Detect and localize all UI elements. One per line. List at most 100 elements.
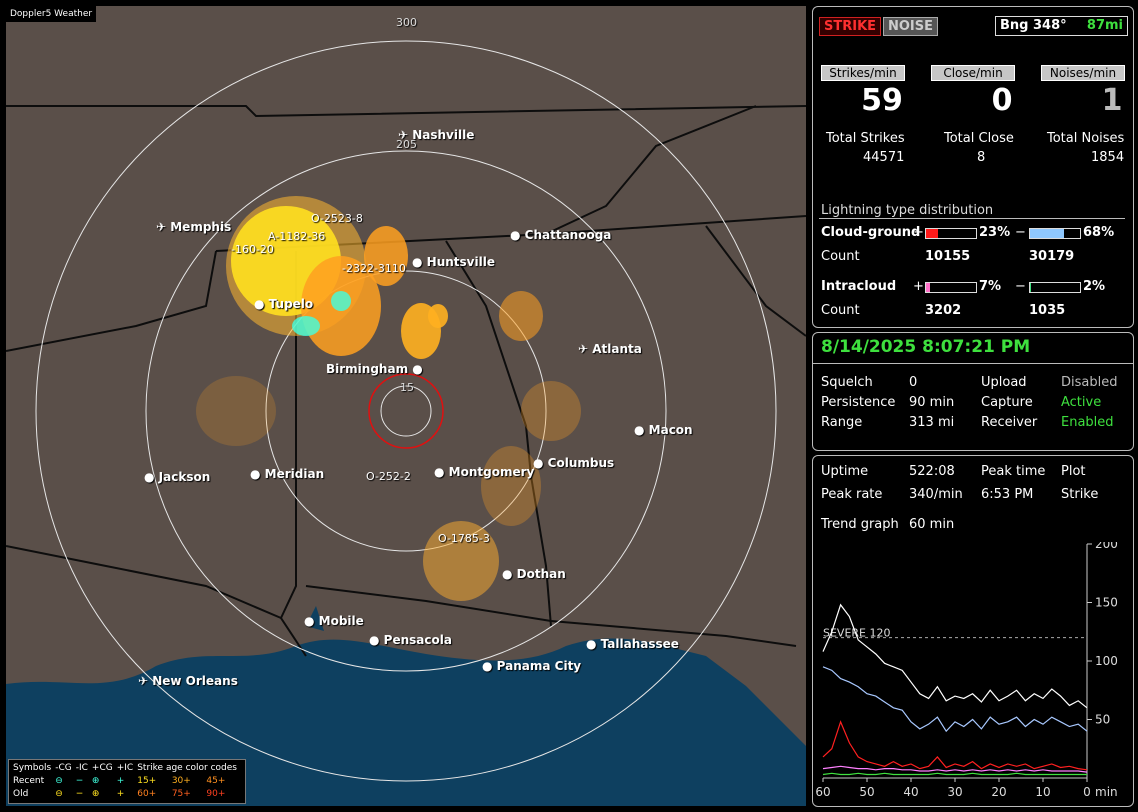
cg-pos-count: 10155	[925, 249, 971, 264]
settings-cell: Upload	[981, 375, 1027, 390]
trend-series-line	[822, 720, 1088, 771]
noises-per-min-button[interactable]: Noises/min	[1041, 65, 1125, 81]
trend-panel: Uptime 522:08 Peak time Plot Peak rate 3…	[812, 455, 1134, 807]
distance-value: 87mi	[1086, 18, 1123, 33]
age-75: 75+	[171, 789, 191, 799]
cluster-label: O-2523-8	[311, 212, 363, 225]
y-tick-label: 100	[1095, 654, 1118, 668]
dot-icon: ●	[634, 423, 649, 437]
y-tick-label: 200	[1095, 542, 1118, 551]
pos-cg-recent-icon: ⊕	[91, 776, 100, 786]
city-macon: ● Macon	[634, 423, 693, 437]
close-per-min-button[interactable]: Close/min	[931, 65, 1015, 81]
dot-icon: ●	[502, 567, 517, 581]
y-tick-label: 150	[1095, 596, 1118, 610]
cg-pos-bar-fill	[926, 229, 938, 238]
legend-recent-label: Recent	[13, 776, 45, 786]
age-45: 45+	[206, 776, 226, 786]
total-strikes-value: 44571	[863, 150, 905, 165]
bearing-readout: Bng 348° 87mi	[995, 16, 1128, 36]
x-tick-label: 10	[1035, 785, 1050, 799]
strike-clusters	[196, 196, 581, 601]
cluster-label: -2322-3110	[342, 262, 406, 275]
map-canvas	[6, 40, 806, 806]
ic-pos-count: 3202	[925, 303, 962, 318]
x-tick-label: 30	[947, 785, 962, 799]
dot-icon: ●	[533, 456, 548, 470]
noise-button[interactable]: NOISE	[883, 17, 939, 36]
plot-value[interactable]: Strike	[1061, 487, 1099, 502]
plot-label: Plot	[1061, 464, 1086, 479]
cluster-label: O-252-2	[366, 470, 411, 483]
settings-panel: 8/14/2025 8:07:21 PM Squelch 0 Upload Disab…	[812, 332, 1134, 451]
trend-series-line	[822, 772, 1087, 776]
legend-header-pos-ic: +IC	[116, 763, 134, 773]
trend-window-value: 60 min	[909, 517, 955, 532]
ic-neg-percent: 2%	[1083, 279, 1106, 294]
x-tick-label: 60	[815, 785, 830, 799]
cg-pos-percent: 23%	[979, 225, 1011, 240]
strikes-per-min-button[interactable]: Strikes/min	[821, 65, 905, 81]
city-huntsville: ● Huntsville	[412, 255, 495, 269]
neg-cg-recent-icon: ⊖	[55, 776, 63, 786]
ic-neg-count: 1035	[1029, 303, 1066, 318]
trend-series-line	[822, 765, 1088, 773]
legend-header-neg-cg: -CG	[55, 763, 72, 773]
ic-pos-bar	[925, 282, 977, 293]
city-meridian: ● Meridian	[250, 467, 325, 481]
app-brand: Doppler5 Weather	[6, 6, 97, 22]
symbol-legend: Symbols -CG -IC +CG +IC Strike age color…	[8, 759, 246, 804]
settings-cell: Active	[1061, 395, 1102, 410]
ic-neg-bar-fill	[1030, 283, 1031, 292]
noises-per-min-value: 1	[1101, 83, 1123, 118]
x-axis-label: min	[1095, 785, 1118, 799]
cg-pos-sign: +	[913, 225, 924, 240]
pos-ic-recent-icon: +	[116, 776, 125, 786]
dot-icon: ●	[412, 255, 427, 269]
trend-graph-label: Trend graph	[821, 517, 899, 532]
uptime-label: Uptime	[821, 464, 869, 479]
settings-cell: 313 mi	[909, 415, 955, 430]
strike-stats-panel: STRIKE NOISE Bng 348° 87mi Strikes/min C…	[812, 6, 1134, 328]
distribution-divider	[819, 218, 1125, 219]
cluster-label: -160-20	[231, 243, 274, 256]
settings-cell: Squelch	[821, 375, 873, 390]
settings-cell: Disabled	[1061, 375, 1118, 390]
range-label-300: 300	[396, 16, 417, 29]
age-60: 60+	[137, 789, 157, 799]
close-per-min-value: 0	[991, 83, 1013, 118]
city-panama-city: ● Panama City	[482, 659, 582, 673]
city-tallahassee: ● Tallahassee	[586, 637, 679, 651]
peak-rate-value: 340/min	[909, 487, 963, 502]
range-label-15: 15	[400, 381, 414, 394]
total-noises-label: Total Noises	[1047, 131, 1125, 146]
city-montgomery: ● Montgomery	[434, 465, 535, 479]
settings-cell: 0	[909, 375, 918, 390]
distribution-title: Lightning type distribution	[821, 203, 994, 218]
settings-cell: Receiver	[981, 415, 1038, 430]
lightning-map[interactable]: Doppler5 Weather 300 205 15 ✈ Nashville …	[6, 6, 806, 806]
bearing-value: Bng 348°	[1000, 18, 1067, 33]
dot-icon: ●	[250, 467, 265, 481]
datetime-divider	[813, 363, 1133, 364]
city-dothan: ● Dothan	[502, 567, 566, 581]
state-borders	[6, 105, 806, 657]
dot-icon: ●	[510, 228, 525, 242]
city-memphis: ✈ Memphis	[156, 220, 232, 234]
city-pensacola: ● Pensacola	[369, 633, 452, 647]
ic-pos-bar-fill	[926, 283, 930, 292]
legend-old-label: Old	[13, 789, 29, 799]
city-columbus: ● Columbus	[533, 456, 615, 470]
cg-neg-sign: −	[1015, 225, 1026, 240]
x-tick-label: 40	[903, 785, 918, 799]
strike-button[interactable]: STRIKE	[819, 17, 882, 36]
city-jackson: ● Jackson	[144, 470, 211, 484]
legend-header-symbols: Symbols	[13, 763, 52, 773]
total-noises-value: 1854	[1091, 150, 1125, 165]
settings-cell: Enabled	[1061, 415, 1114, 430]
dot-icon: ●	[434, 465, 449, 479]
pos-ic-old-icon: +	[116, 789, 125, 799]
intracloud-label: Intracloud	[821, 279, 897, 294]
city-chattanooga: ● Chattanooga	[510, 228, 612, 242]
